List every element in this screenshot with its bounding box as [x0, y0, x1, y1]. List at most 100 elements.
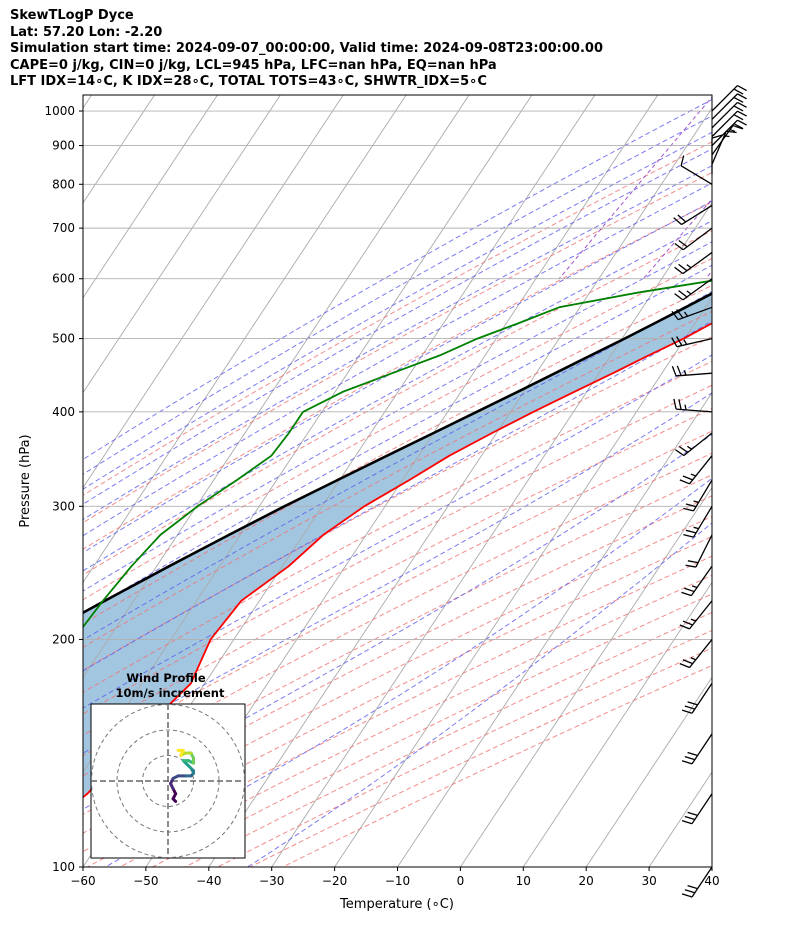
wind-barb-flag — [681, 709, 693, 714]
x-tick-label: −60 — [70, 874, 95, 888]
moist-adiabat — [83, 264, 712, 615]
wind-barb-flag — [674, 266, 684, 275]
wind-barb-flag — [678, 445, 689, 453]
wind-barb — [674, 432, 713, 457]
moist-adiabat — [83, 354, 712, 709]
wind-barb-flag — [737, 119, 747, 126]
wind-barb-staff — [689, 455, 713, 485]
time-line: Simulation start time: 2024-09-07_00:00:… — [10, 41, 603, 56]
wind-barb-flag — [674, 293, 684, 301]
wind-barb-staff — [711, 119, 738, 147]
wind-barb-flag — [676, 309, 684, 319]
mixing-ratio-line — [705, 270, 712, 280]
wind-barb-flag — [687, 811, 698, 816]
wind-barb-flag — [682, 659, 693, 665]
dry-adiabat — [83, 474, 712, 796]
dry-adiabat — [83, 310, 712, 648]
isotherm-line — [271, 202, 712, 867]
moist-adiabat — [83, 320, 712, 672]
wind-barb-flag — [733, 96, 744, 103]
wind-profile-inset: Wind Profile 10m/s increment — [90, 671, 246, 859]
y-axis-label: Pressure (hPa) — [18, 434, 33, 527]
wind-barb — [681, 565, 713, 597]
wind-barb — [711, 84, 747, 112]
isotherm-line — [585, 676, 712, 867]
wind-barb — [671, 365, 713, 377]
inset-title: Wind Profile — [126, 671, 206, 685]
wind-barb-staff — [689, 639, 713, 668]
moist-adiabat — [83, 241, 712, 592]
temperature-profile-line — [83, 322, 712, 799]
wind-barb — [674, 227, 713, 251]
x-tick-label: −30 — [259, 874, 284, 888]
wind-barb-flag — [687, 884, 698, 890]
wind-barb — [711, 110, 747, 138]
x-tick-label: −20 — [322, 874, 347, 888]
dry-adiabat — [83, 284, 712, 625]
wind-barb — [683, 479, 713, 512]
wind-barb-staff — [682, 251, 713, 275]
wind-barb-flag — [678, 263, 688, 272]
wind-barb-flag — [673, 217, 682, 226]
index-line: LFT IDX=14∘C, K IDX=28∘C, TOTAL TOTS=43∘… — [10, 74, 487, 89]
wind-barb-staff — [692, 479, 713, 512]
wind-barb-flag — [733, 105, 744, 112]
wind-barb-staff — [695, 534, 713, 568]
wind-barb-flag — [737, 84, 747, 92]
wind-barb-flag — [671, 365, 677, 377]
wind-barb-flag — [681, 591, 692, 597]
wind-barb-staff — [676, 337, 713, 348]
wind-barbs-layer — [671, 84, 747, 898]
wind-barb-flag — [732, 124, 744, 130]
wind-barb-flag — [737, 110, 747, 117]
wind-barb-staff — [677, 306, 713, 321]
x-tick-label: 30 — [641, 874, 656, 888]
wind-barb-flag — [682, 475, 693, 481]
wind-barb-staff — [676, 372, 713, 377]
wind-barb-staff — [711, 93, 738, 120]
y-axis-ticks: 100 200 300 400 500 600 700 800 900 1000 — [44, 104, 83, 874]
wind-barb-flag — [687, 701, 698, 706]
mixing-ratio-layer — [558, 96, 712, 280]
moist-adiabat — [105, 477, 712, 867]
dry-adiabat — [83, 230, 712, 576]
y-tick-label: 900 — [52, 139, 75, 153]
wind-barb-flag — [685, 529, 697, 534]
x-tick-label: −40 — [196, 874, 221, 888]
wind-barb-half-flag — [729, 129, 736, 132]
wind-barb-half-flag — [693, 500, 699, 503]
wind-barb-staff — [691, 866, 713, 898]
wind-barb — [679, 600, 713, 630]
wind-barb-staff — [691, 793, 713, 825]
x-tick-label: 40 — [704, 874, 719, 888]
wind-barb-flag — [684, 587, 695, 593]
y-tick-label: 1000 — [44, 104, 75, 118]
x-axis-label: Temperature (∘C) — [339, 897, 454, 912]
wind-barb-flag — [681, 893, 693, 898]
mixing-ratio-line — [558, 96, 712, 280]
wind-barb-flag — [682, 620, 693, 626]
wind-barb-staff — [711, 85, 738, 112]
wind-barb — [685, 534, 713, 568]
dry-adiabat-layer — [83, 141, 712, 867]
wind-barb-half-flag — [690, 473, 697, 477]
dry-adiabat — [83, 430, 712, 757]
dewpoint-profile-line — [83, 279, 712, 629]
wind-barb-flag — [678, 399, 682, 410]
x-tick-label: 10 — [516, 874, 531, 888]
wind-barb-staff — [690, 565, 713, 597]
lat-lon-line: Lat: 57.20 Lon: -2.20 — [10, 24, 163, 40]
wind-barb-flag — [733, 123, 744, 130]
wind-barb-staff — [711, 110, 738, 138]
wind-barb-staff — [676, 408, 713, 413]
wind-barb-half-flag — [690, 657, 697, 661]
cape-cin-shading — [83, 293, 712, 798]
moist-adiabat — [83, 131, 712, 490]
isotherm-line — [334, 296, 712, 867]
wind-barb-flag — [683, 533, 694, 538]
moist-adiabat — [83, 98, 712, 460]
dry-adiabat — [83, 201, 712, 550]
wind-barb — [711, 101, 747, 129]
wind-barb-flag — [684, 755, 695, 761]
